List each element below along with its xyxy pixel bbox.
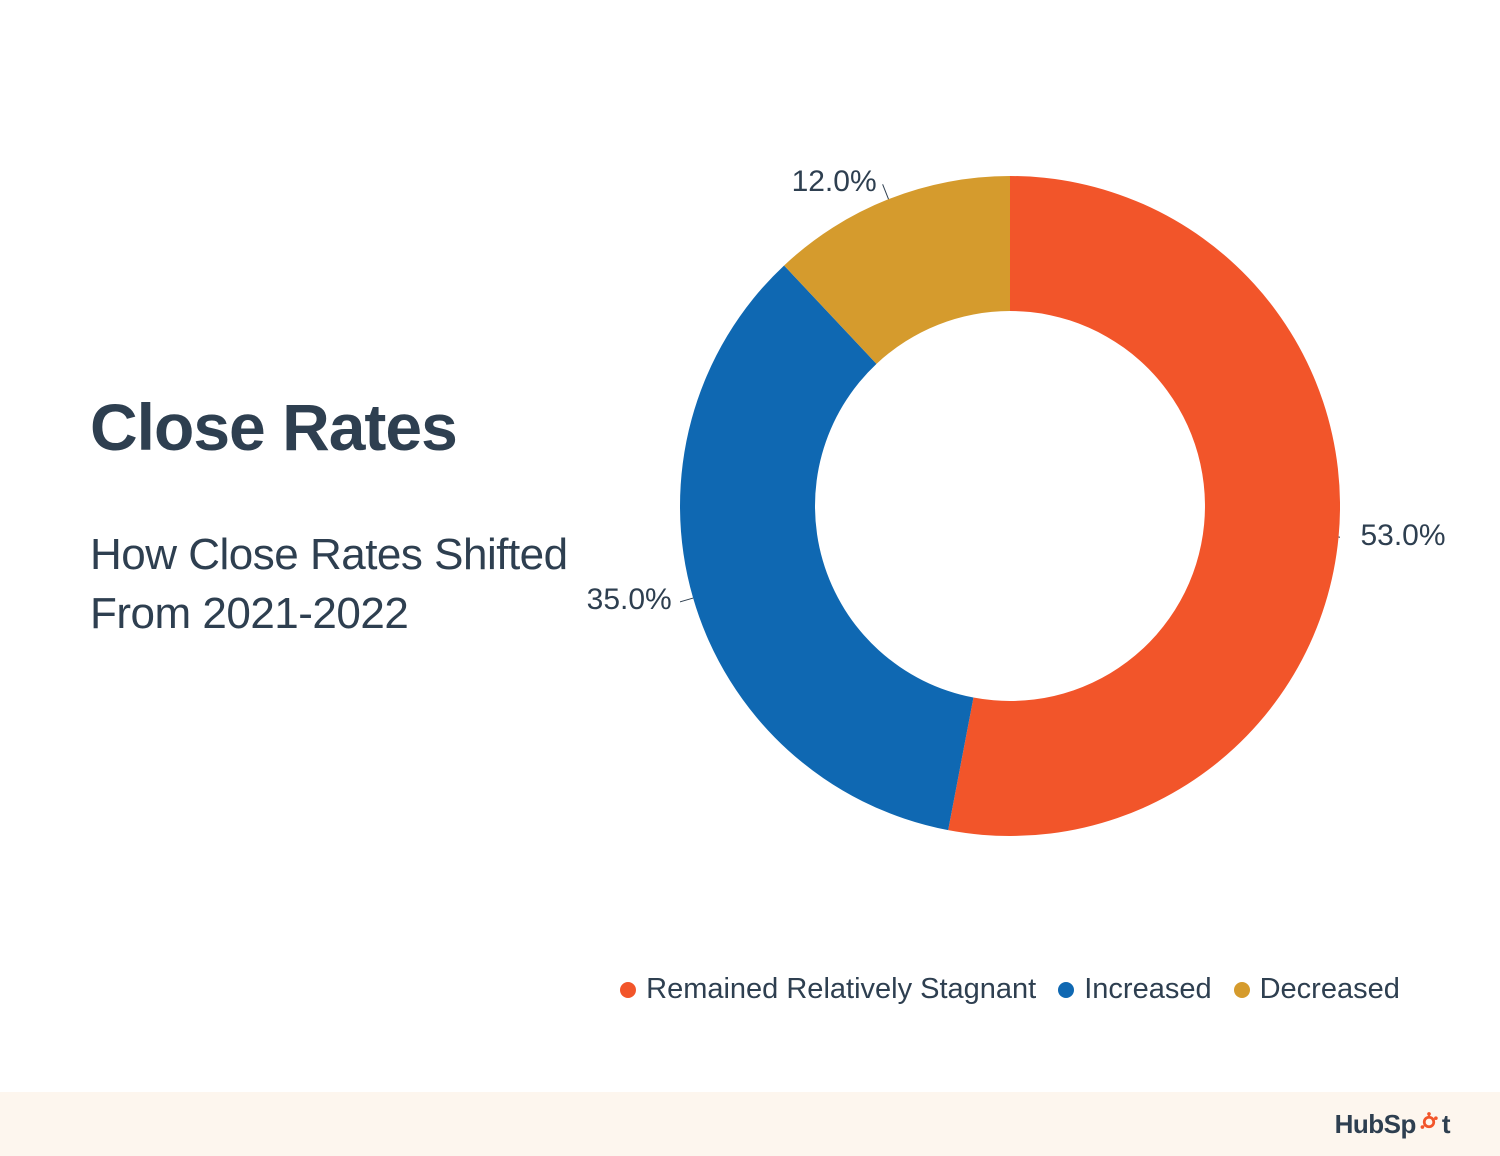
donut-slice-increased	[680, 265, 973, 830]
legend-item-decreased: Decreased	[1234, 973, 1400, 1006]
legend-item-stagnant: Remained Relatively Stagnant	[620, 973, 1036, 1006]
legend-item-increased: Increased	[1058, 973, 1211, 1006]
legend-dot-decreased	[1234, 982, 1250, 998]
slice-label-increased: 35.0%	[587, 583, 672, 617]
hubspot-logo: HubSp t	[1335, 1109, 1450, 1140]
leader-line-decreased	[883, 184, 889, 199]
slice-label-stagnant: 53.0%	[1360, 519, 1445, 553]
page: Close Rates How Close Rates Shifted From…	[0, 0, 1500, 1156]
legend-label-decreased: Decreased	[1260, 973, 1400, 1006]
slice-label-decreased: 12.0%	[792, 165, 877, 199]
leader-line-stagnant	[1339, 537, 1340, 539]
content-row: Close Rates How Close Rates Shifted From…	[0, 0, 1500, 1092]
sprocket-icon	[1418, 1111, 1440, 1138]
page-subtitle: How Close Rates Shifted From 2021-2022	[90, 525, 590, 644]
page-title: Close Rates	[90, 389, 590, 465]
footer-bar: HubSp t	[0, 1092, 1500, 1156]
text-column: Close Rates How Close Rates Shifted From…	[90, 389, 610, 644]
donut-chart: 53.0%35.0%12.0%	[680, 176, 1340, 836]
legend-dot-increased	[1058, 982, 1074, 998]
legend-label-stagnant: Remained Relatively Stagnant	[646, 973, 1036, 1006]
logo-text-left: HubSp	[1335, 1109, 1416, 1140]
legend-dot-stagnant	[620, 982, 636, 998]
logo-text-right: t	[1442, 1109, 1450, 1140]
legend-label-increased: Increased	[1084, 973, 1211, 1006]
leader-line-increased	[680, 598, 693, 602]
chart-column: 53.0%35.0%12.0%	[610, 0, 1410, 1092]
legend: Remained Relatively Stagnant Increased Dec…	[0, 973, 1500, 1006]
